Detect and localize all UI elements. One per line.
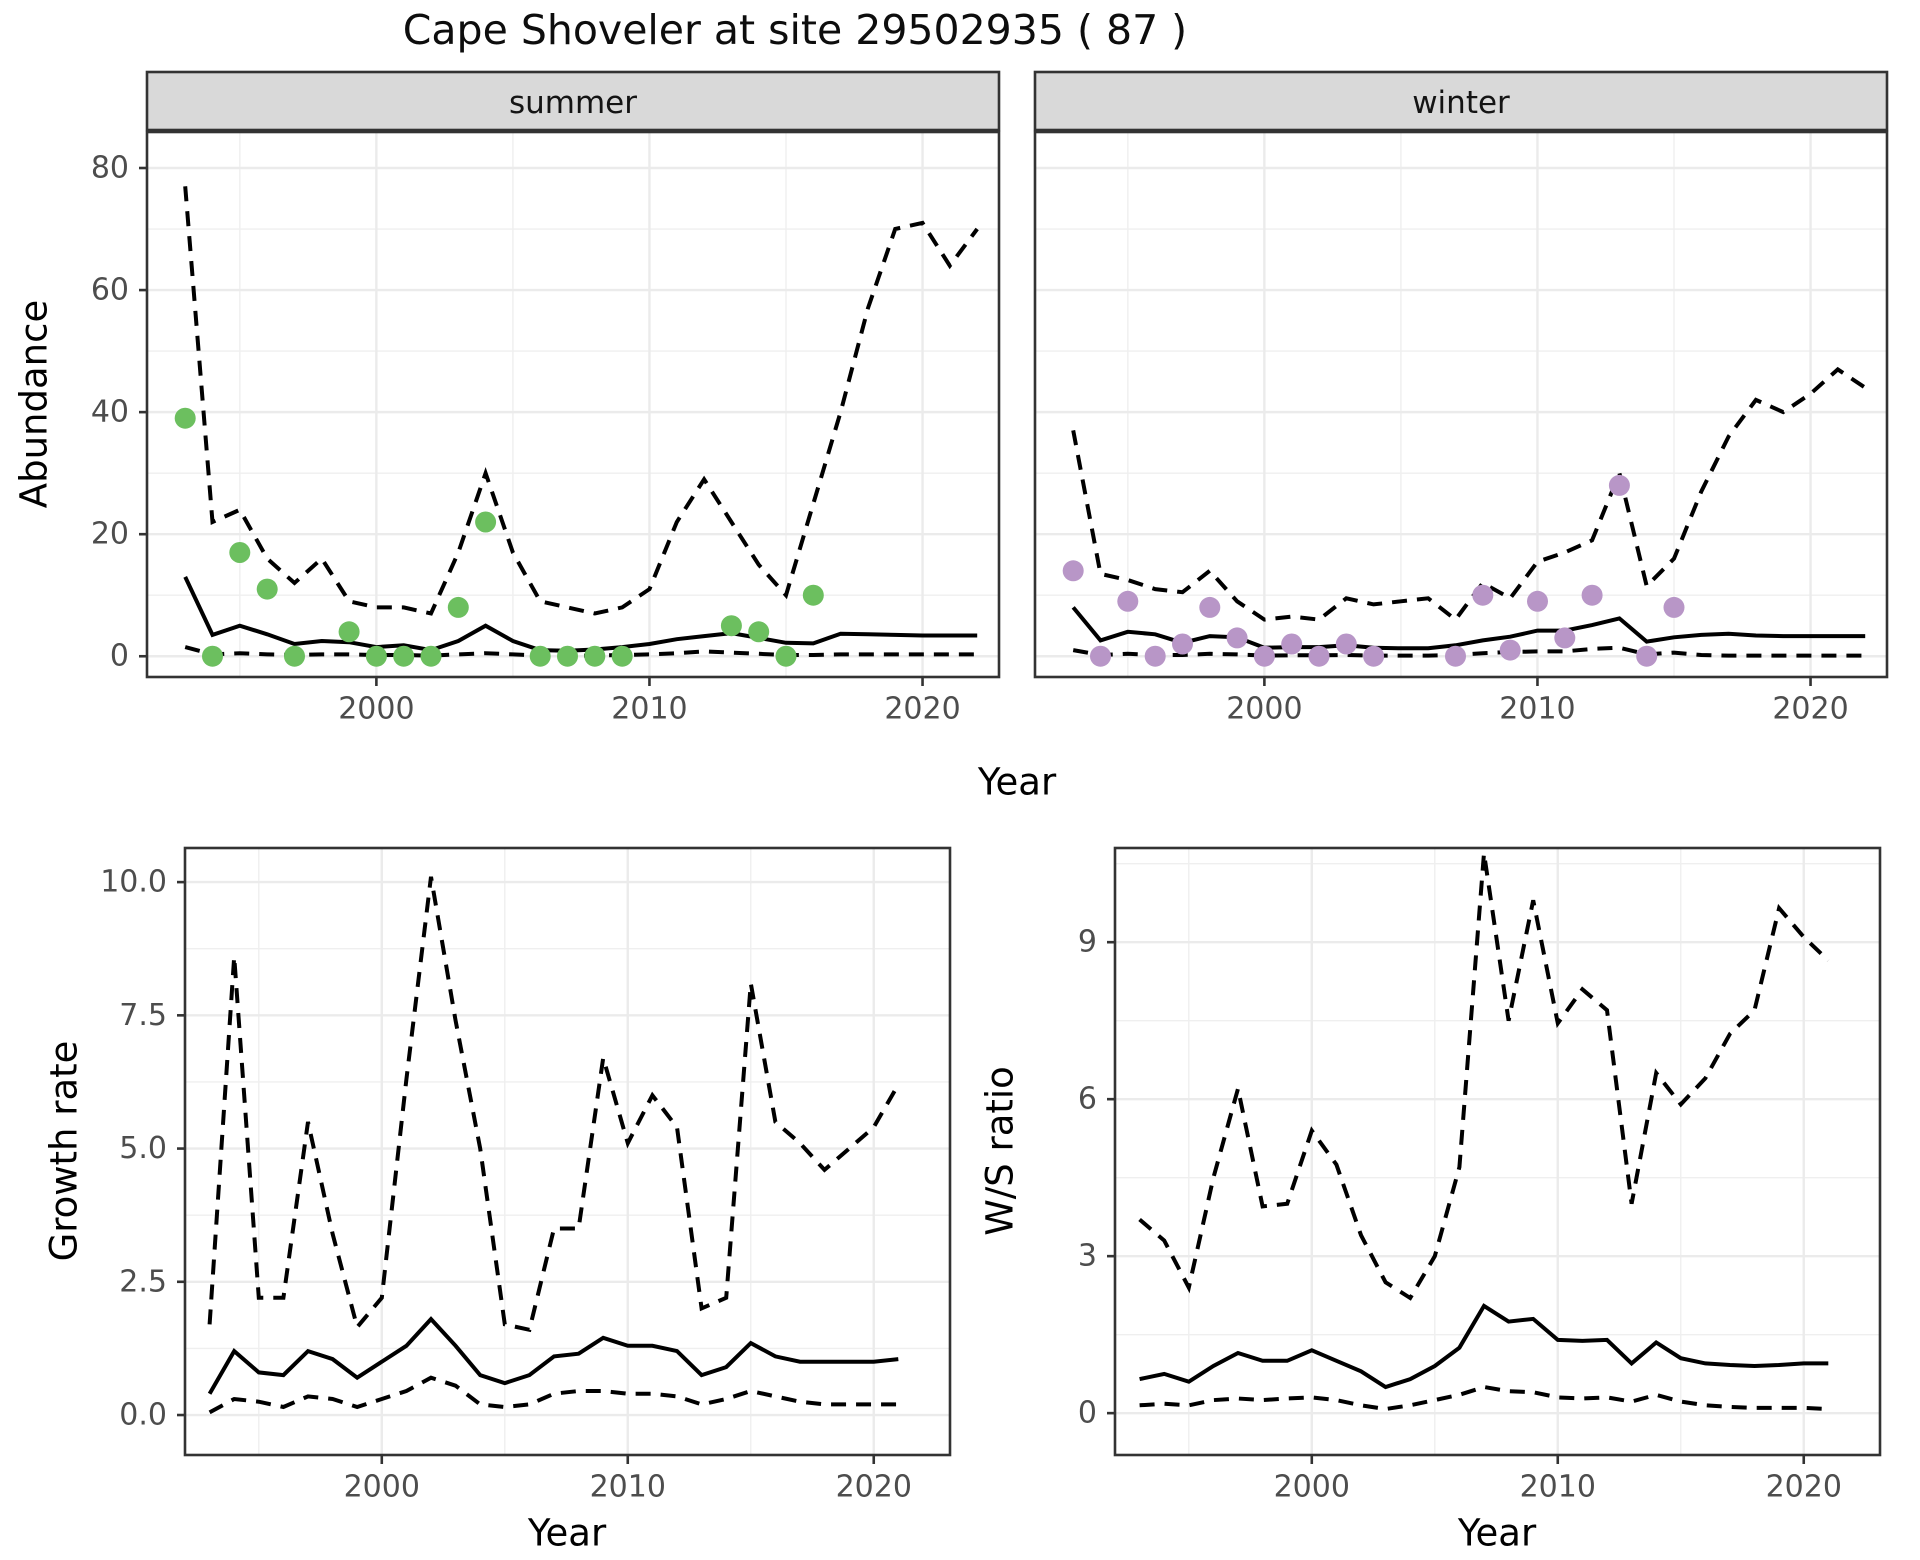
x-tick-label: 2020 <box>1772 692 1848 727</box>
panel-border <box>145 130 1001 679</box>
y-tick-label: 2.5 <box>119 1264 167 1299</box>
median-line <box>207 1316 899 1395</box>
observed-point <box>365 645 387 667</box>
ci-upper-line <box>1071 366 1867 623</box>
observed-point <box>447 596 469 618</box>
median-line <box>1071 606 1866 651</box>
observed-point <box>1527 590 1548 612</box>
observed-point <box>720 615 742 637</box>
observed-point <box>1062 560 1084 582</box>
observed-point <box>1581 584 1603 606</box>
y-tick-label: 20 <box>91 517 129 552</box>
x-tick-label: 2020 <box>884 692 960 727</box>
observed-point <box>584 645 606 667</box>
x-tick-label: 2000 <box>1226 692 1302 727</box>
observed-point <box>284 645 305 667</box>
observed-point <box>1226 627 1248 649</box>
observed-point <box>802 584 824 606</box>
observed-point <box>1363 645 1385 667</box>
ws-axis-title: W/S ratio <box>979 1066 1022 1236</box>
observed-point <box>1445 645 1466 667</box>
x-tick-label: 2010 <box>1520 1470 1596 1505</box>
median-line <box>183 576 978 653</box>
observed-point <box>748 621 770 643</box>
ci-lower-line <box>1139 1384 1829 1412</box>
observed-point <box>611 645 633 667</box>
abundance-axis-title: Abundance <box>13 300 56 508</box>
observed-point <box>256 578 278 600</box>
observed-point <box>775 645 797 667</box>
x-tick-label: 2020 <box>836 1470 912 1505</box>
observed-point <box>1499 639 1521 661</box>
y-tick-label: 9 <box>1078 925 1097 960</box>
ci-lower-line <box>208 1375 899 1415</box>
ci-upper-line <box>1138 852 1830 1301</box>
x-tick-label: 2000 <box>344 1470 420 1505</box>
observed-point <box>1608 474 1630 496</box>
observed-point <box>1281 633 1303 655</box>
observed-point <box>1144 645 1166 667</box>
ws-year-axis-title: Year <box>1457 1512 1537 1555</box>
observed-point <box>529 645 551 667</box>
ci-upper-line <box>183 186 979 616</box>
y-tick-label: 3 <box>1078 1239 1097 1274</box>
x-tick-label: 2010 <box>611 692 687 727</box>
observed-point <box>174 407 196 429</box>
observed-point <box>1172 633 1193 655</box>
x-tick-label: 2010 <box>1499 692 1575 727</box>
observed-point <box>1472 584 1494 606</box>
observed-point <box>1199 596 1221 618</box>
y-tick-label: 10.0 <box>100 865 167 900</box>
observed-point <box>557 645 578 667</box>
y-tick-label: 5.0 <box>119 1131 167 1166</box>
observed-point <box>338 621 360 643</box>
y-tick-label: 80 <box>91 151 129 186</box>
ci-lower-line <box>184 645 978 658</box>
observed-point <box>1335 633 1357 655</box>
chart-title: Cape Shoveler at site 29502935 ( 87 ) <box>402 6 1188 54</box>
observed-point <box>1117 590 1139 612</box>
observed-point <box>1554 627 1576 649</box>
y-tick-label: 0 <box>110 639 129 674</box>
y-tick-label: 60 <box>91 273 129 308</box>
x-tick-label: 2020 <box>1766 1470 1842 1505</box>
strip-label-winter: winter <box>1412 85 1510 121</box>
y-tick-label: 6 <box>1078 1082 1097 1117</box>
observed-point <box>1253 645 1275 667</box>
observed-point <box>202 645 223 667</box>
panel-border <box>1033 130 1889 679</box>
observed-point <box>1090 645 1111 667</box>
observed-point <box>475 511 497 533</box>
observed-point <box>229 542 251 563</box>
strip-label-summer: summer <box>509 85 637 121</box>
y-tick-label: 0 <box>1078 1396 1097 1431</box>
growth-axis-title: Growth rate <box>43 1041 86 1262</box>
ci-lower-line <box>1072 645 1866 658</box>
facet-strip <box>145 70 1001 132</box>
x-tick-label: 2010 <box>590 1470 666 1505</box>
x-tick-label: 2000 <box>1274 1470 1350 1505</box>
facet-strip <box>1033 70 1889 132</box>
observed-point <box>1663 596 1685 618</box>
x-tick-label: 2000 <box>338 692 414 727</box>
y-tick-label: 7.5 <box>119 998 167 1033</box>
top-year-axis-title: Year <box>977 761 1057 804</box>
observed-point <box>393 645 415 667</box>
observed-point <box>1636 645 1658 667</box>
panel-border <box>183 846 952 1457</box>
median-line <box>1139 1303 1829 1390</box>
panel-border <box>1113 846 1882 1457</box>
ci-upper-line <box>207 876 901 1333</box>
observed-point <box>1308 645 1330 667</box>
y-tick-label: 40 <box>91 395 129 430</box>
y-tick-label: 0.0 <box>119 1398 167 1433</box>
growth-year-axis-title: Year <box>527 1512 607 1555</box>
observed-point <box>420 645 442 667</box>
